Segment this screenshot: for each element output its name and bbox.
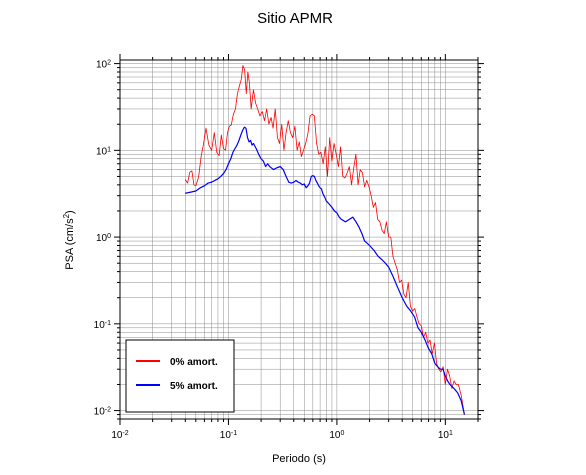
y-tick-label: 10-2: [94, 406, 111, 418]
y-axis-label-tail: ): [64, 210, 76, 214]
plot-frame: [119, 59, 479, 420]
legend-label-0pct: 0% amort.: [170, 357, 218, 368]
grid-lines: [119, 60, 479, 420]
y-tick-label: 100: [96, 233, 111, 245]
chart-title: Sitio APMR: [257, 10, 333, 27]
y-axis-label-main: PSA (cm/s: [64, 218, 76, 270]
y-axis-label: PSA (cm/s2): [62, 210, 77, 269]
x-axis-label: Periodo (s): [272, 453, 326, 465]
series-line-5pct: [185, 126, 466, 415]
x-tick-label: 101: [438, 430, 453, 442]
legend-label-5pct: 5% amort.: [170, 381, 218, 392]
legend: 0% amort. 5% amort.: [125, 339, 235, 413]
y-tick-label: 102: [96, 59, 111, 71]
x-tick-labels: 10-2 10-1 100 101: [111, 430, 453, 442]
y-tick-label: 101: [96, 146, 111, 158]
y-axis-label-exponent: 2: [62, 213, 71, 218]
y-tick-labels: 10-2 10-1 100 101 102: [94, 59, 111, 418]
x-tick-label: 100: [329, 430, 344, 442]
axis-ticks: [114, 54, 484, 425]
y-tick-label: 10-1: [94, 319, 111, 331]
series-layer: [184, 65, 466, 415]
x-tick-label: 10-2: [111, 430, 128, 442]
series-line-0pct: [184, 65, 465, 415]
legend-box: [125, 339, 235, 413]
x-tick-label: 10-1: [220, 430, 237, 442]
